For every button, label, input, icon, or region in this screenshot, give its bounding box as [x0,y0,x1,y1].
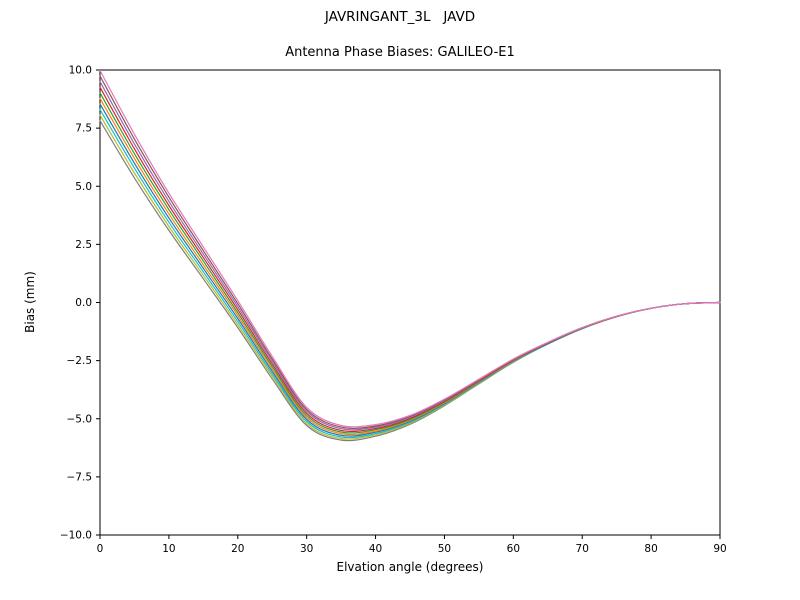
x-tick-label: 40 [369,543,382,555]
x-tick-label: 80 [644,543,657,555]
y-tick-label: −2.5 [67,355,93,367]
series-line-curve-07 [99,86,721,433]
x-tick-label: 60 [507,543,520,555]
x-axis-label: Elvation angle (degrees) [336,560,484,574]
chart-subtitle: Antenna Phase Biases: GALILEO-E1 [285,45,515,60]
series-line-curve-10 [99,69,721,428]
series-line-curve-01 [99,120,721,442]
y-tick-label: 5.0 [75,181,92,193]
y-tick-label: −10.0 [60,530,92,542]
x-tick-label: 10 [162,543,175,555]
x-tick-label: 0 [97,543,104,555]
series-line-curve-04 [99,103,721,437]
series-line-curve-06 [99,92,721,434]
x-tick-label: 70 [576,543,589,555]
series-line-curve-03 [99,108,721,439]
x-tick-label: 30 [300,543,313,555]
x-tick-label: 50 [438,543,451,555]
plot-border [99,69,721,536]
series-line-curve-08 [99,81,721,431]
x-tick-label: 20 [231,543,244,555]
y-tick-label: 0.0 [75,297,92,309]
y-tick-label: 7.5 [75,123,92,135]
chart-title: JAVRINGANT_3L JAVD [324,9,476,25]
y-tick-label: −5.0 [67,413,93,425]
series-line-curve-05 [99,97,721,436]
y-tick-label: 10.0 [69,65,92,77]
y-tick-label: 2.5 [75,239,92,251]
x-tick-label: 90 [713,543,726,555]
y-tick-label: −7.5 [67,471,93,483]
series-line-curve-02 [99,114,721,440]
series-line-curve-09 [99,75,721,430]
